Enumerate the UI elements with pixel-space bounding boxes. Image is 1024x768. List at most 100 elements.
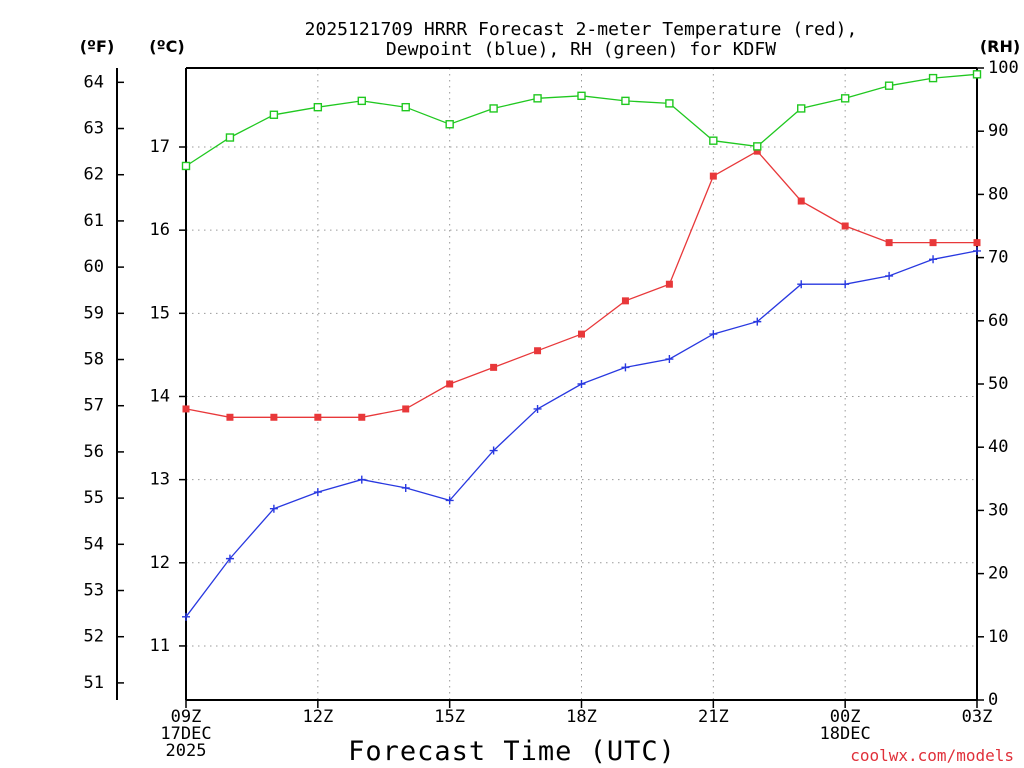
fahrenheit-tick-label: 57 [84, 396, 104, 416]
data-point [884, 81, 894, 90]
data-point [533, 94, 542, 103]
data-point [489, 104, 498, 113]
fahrenheit-tick-label: 58 [84, 350, 104, 370]
data-point [489, 446, 498, 455]
data-point [578, 330, 585, 338]
data-point [182, 405, 190, 413]
data-point [226, 413, 234, 421]
data-point [885, 271, 894, 280]
celsius-tick-label: 12 [150, 553, 170, 573]
data-point [972, 70, 982, 79]
time-tick-label: 15Z [434, 707, 465, 727]
data-point [841, 222, 849, 230]
time-tick-label: 00Z [830, 707, 861, 727]
rh-axis-ticks: 0 10 20 30 40 50 60 70 80 90 100 [977, 58, 1019, 710]
data-point [269, 504, 278, 513]
rh-tick-label: 40 [988, 437, 1008, 457]
data-point [445, 496, 454, 505]
data-point [534, 347, 542, 355]
data-point [797, 197, 805, 205]
data-point [928, 73, 938, 83]
data-point [973, 246, 981, 255]
data-point [709, 330, 718, 339]
fahrenheit-tick-label: 60 [84, 257, 104, 277]
data-point [181, 161, 191, 171]
time-tick-label: 09Z [171, 707, 202, 727]
rh-tick-label: 70 [988, 248, 1008, 268]
celsius-tick-label: 16 [150, 220, 170, 240]
rh-tick-label: 90 [988, 121, 1008, 141]
credit-label: coolwx.com/models [850, 746, 1014, 765]
chart-title-line-1: 2025121709 HRRR Forecast 2-meter Tempera… [305, 19, 858, 40]
data-point [225, 133, 235, 142]
fahrenheit-tick-label: 62 [84, 165, 104, 185]
chart-title-line-2: Dewpoint (blue), RH (green) for KDFW [386, 39, 776, 60]
data-point [533, 404, 542, 413]
data-point [797, 104, 806, 113]
data-point [665, 355, 674, 364]
time-tick-label: 17DEC [160, 724, 211, 744]
data-point [445, 120, 454, 129]
data-point [270, 413, 278, 421]
data-point [577, 91, 586, 101]
celsius-tick-label: 13 [150, 470, 170, 490]
series-dewpoint [182, 246, 981, 621]
data-point [313, 102, 323, 112]
data-point [357, 475, 366, 484]
rh-unit-label: (RH) [980, 37, 1020, 56]
x-axis-label: Forecast Time (UTC) [348, 736, 676, 767]
data-point [401, 483, 410, 492]
data-point [621, 96, 630, 106]
fahrenheit-tick-label: 63 [84, 119, 104, 139]
rh-tick-label: 30 [988, 500, 1008, 520]
celsius-axis-ticks: 11 12 13 14 15 16 17 [150, 137, 186, 656]
series-2-meter-temperature [182, 147, 981, 421]
celsius-tick-label: 11 [150, 636, 170, 656]
rh-tick-label: 20 [988, 564, 1008, 584]
data-point [577, 380, 586, 388]
data-point [665, 280, 673, 288]
axes [116, 67, 978, 701]
data-point [490, 363, 498, 371]
data-point [973, 239, 981, 247]
data-point [225, 554, 234, 563]
data-point [402, 405, 410, 413]
data-point [621, 297, 629, 305]
fahrenheit-tick-label: 64 [84, 72, 104, 92]
data-point [885, 239, 893, 247]
data-point [929, 239, 937, 247]
fahrenheit-unit-label: (ºF) [80, 37, 115, 56]
rh-tick-label: 10 [988, 627, 1008, 647]
time-tick-label: 2025 [166, 741, 207, 761]
rh-tick-label: 0 [988, 690, 998, 710]
data-point [446, 380, 454, 388]
fahrenheit-tick-label: 53 [84, 581, 104, 601]
data-point [753, 142, 762, 151]
fahrenheit-tick-label: 52 [84, 627, 104, 647]
time-tick-label: 18Z [566, 707, 597, 727]
rh-tick-label: 100 [988, 58, 1019, 78]
data-point [797, 280, 806, 289]
time-tick-label: 21Z [698, 707, 729, 727]
data-point [358, 413, 366, 421]
time-tick-label: 18DEC [820, 724, 871, 744]
data-point [313, 488, 322, 497]
rh-tick-label: 80 [988, 184, 1008, 204]
data-series [181, 70, 982, 621]
fahrenheit-tick-label: 51 [84, 673, 104, 693]
data-point [401, 102, 410, 112]
data-point [357, 96, 366, 106]
rh-tick-label: 60 [988, 311, 1008, 331]
celsius-unit-label: (ºC) [149, 37, 184, 56]
data-point [665, 99, 674, 108]
data-point [753, 317, 762, 326]
fahrenheit-tick-label: 54 [84, 534, 104, 554]
time-tick-label: 12Z [302, 707, 333, 727]
fahrenheit-tick-label: 55 [84, 488, 104, 508]
data-point [841, 280, 850, 289]
celsius-tick-label: 15 [150, 303, 170, 323]
series-rh [181, 70, 982, 171]
data-point [709, 172, 717, 180]
fahrenheit-axis-ticks: 51 52 53 54 55 56 57 58 59 60 61 62 63 64 [84, 72, 124, 693]
